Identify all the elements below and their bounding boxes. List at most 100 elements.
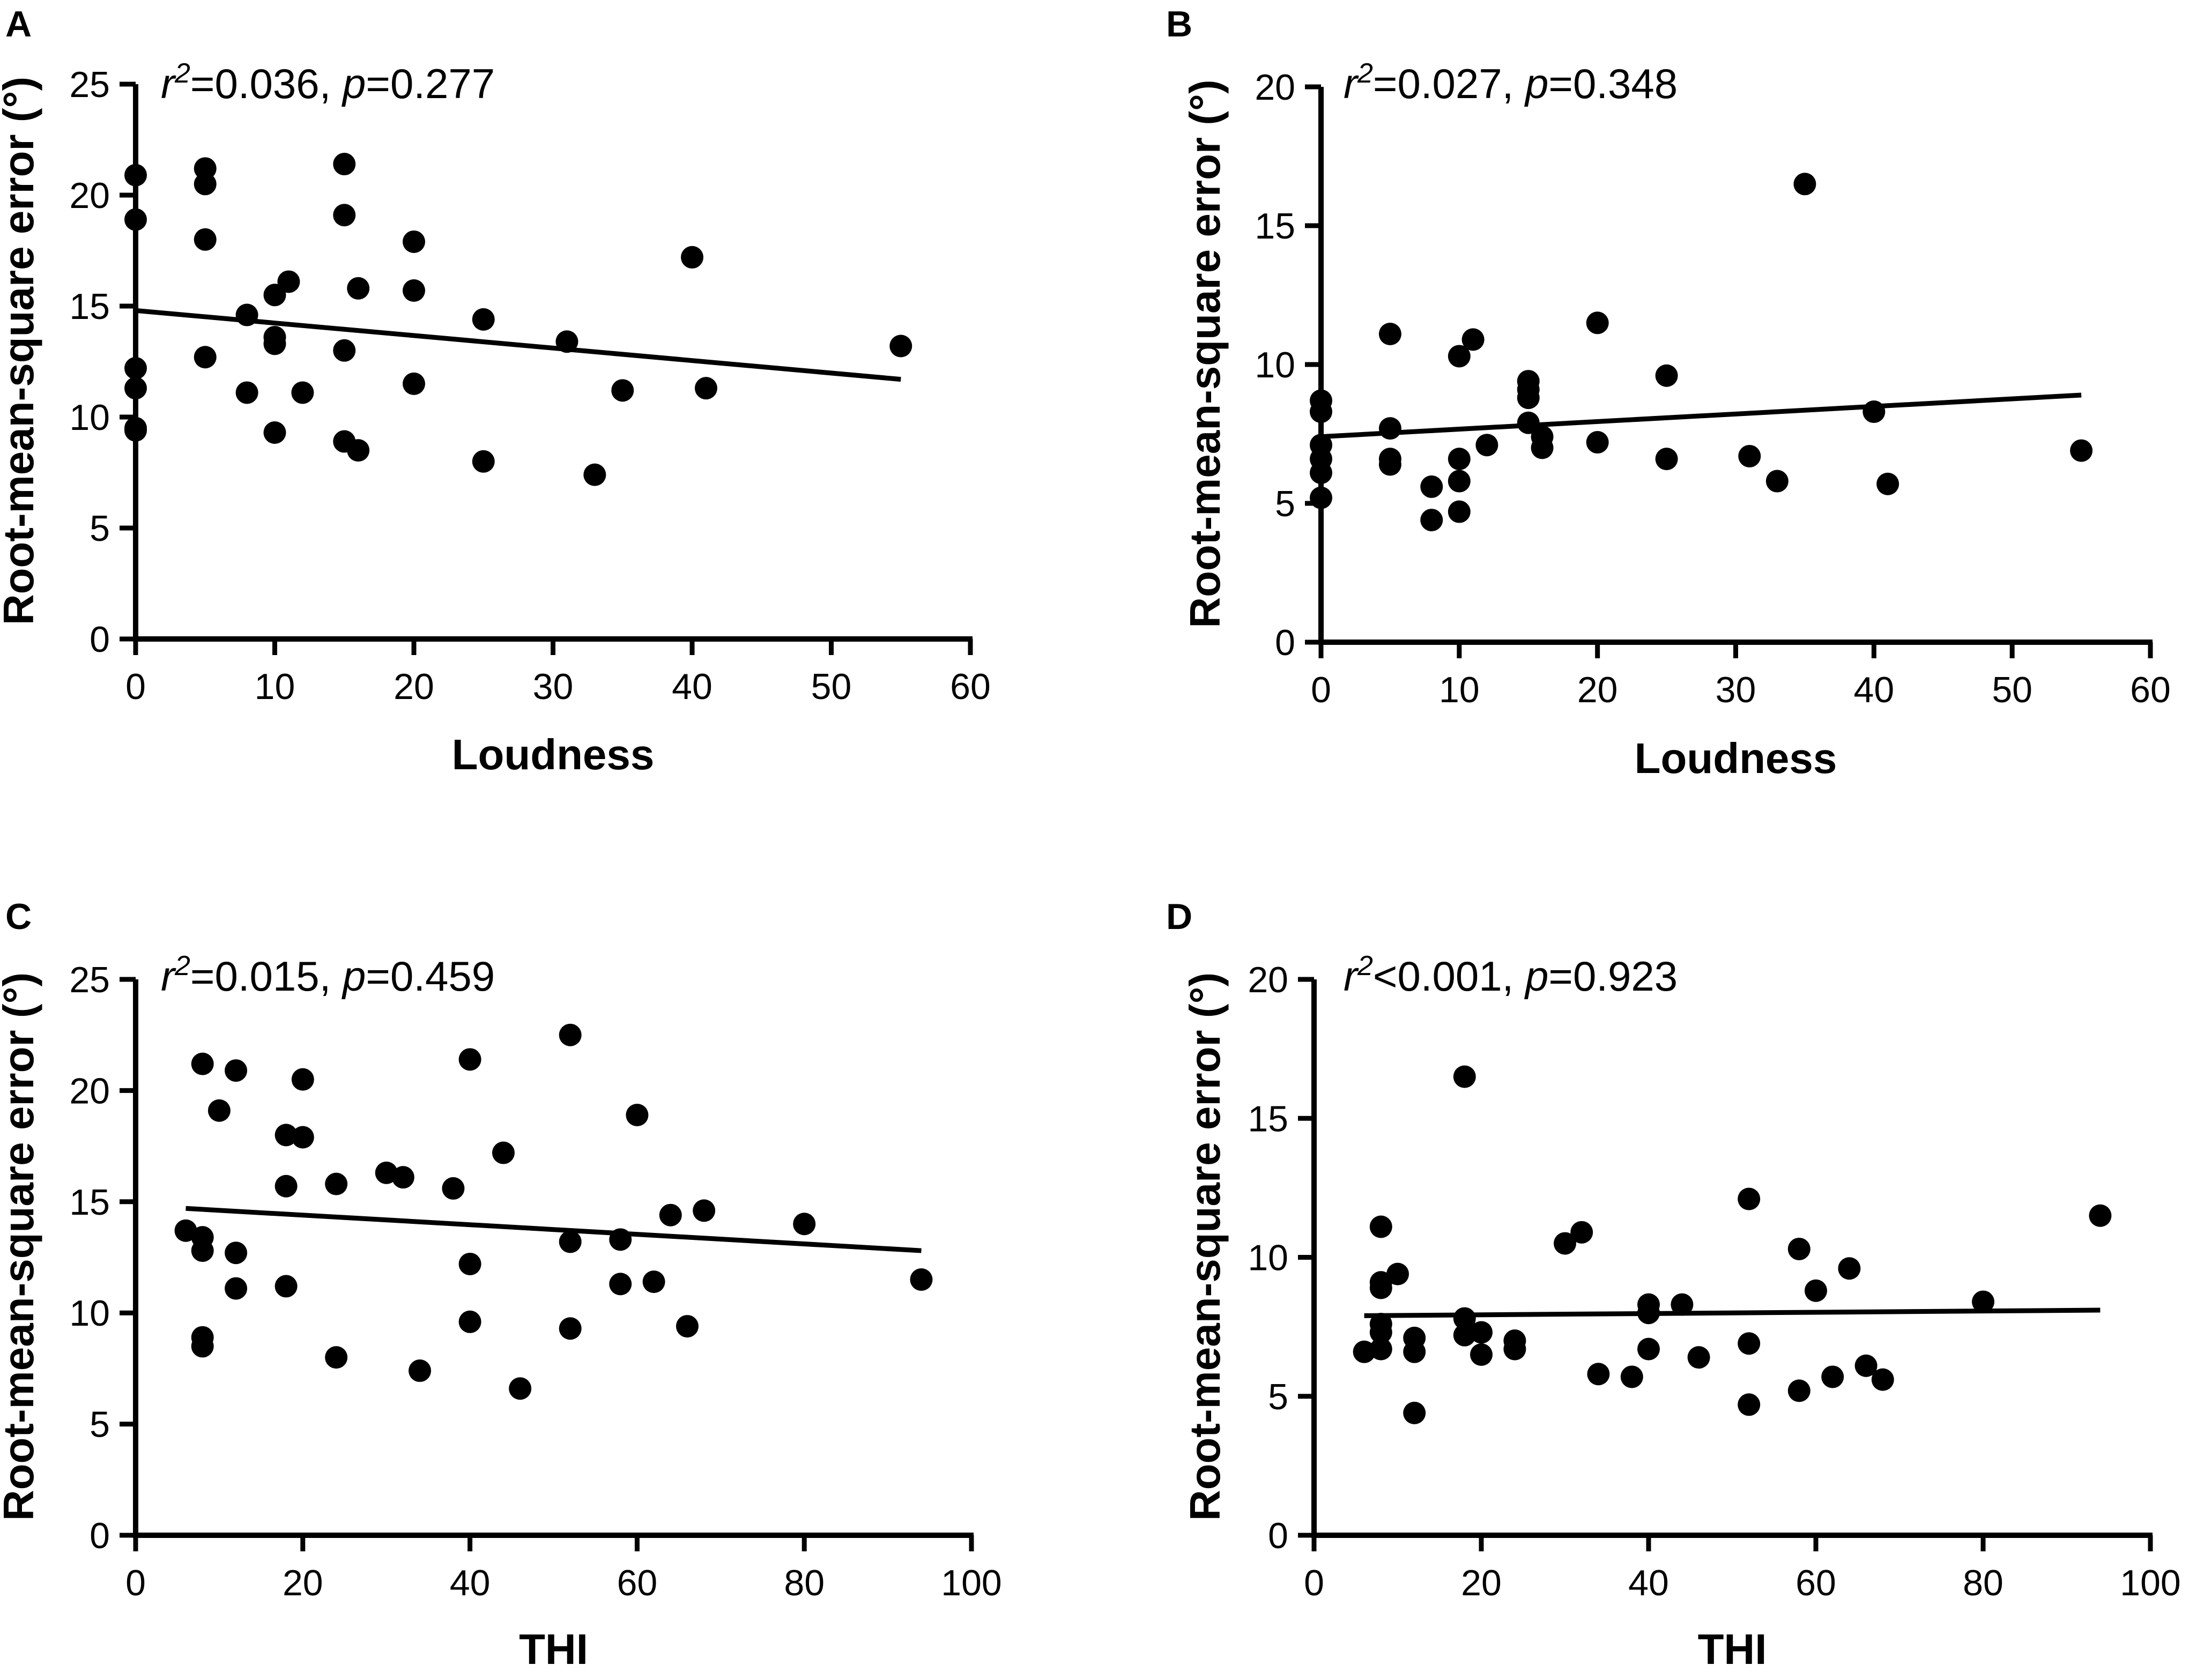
- x-axis-title: THI: [519, 1625, 588, 1673]
- x-tick-label: 50: [811, 666, 852, 707]
- x-tick-label: 30: [1716, 670, 1756, 710]
- panel-d: D 0 5 10 15 20 0 20 40 60 80 100 THI Root-mean-square…: [1166, 896, 2181, 1673]
- data-point: [325, 1346, 348, 1369]
- panel-a: A 0 5 10 15 20 25 0 10 20 30 40 50 60 Loudness Root-mea…: [0, 4, 991, 778]
- x-tick-label: 40: [450, 1563, 491, 1603]
- data-point: [409, 1359, 432, 1382]
- y-tick-label: 15: [69, 1182, 110, 1223]
- data-point: [1570, 1221, 1593, 1244]
- data-point: [391, 1166, 414, 1189]
- data-point: [1369, 1337, 1392, 1361]
- x-tick-label: 10: [255, 666, 295, 707]
- panel-letter-b: B: [1166, 4, 1192, 44]
- data-point: [333, 153, 356, 176]
- x-axis-title: THI: [1698, 1625, 1767, 1673]
- data-point: [583, 463, 606, 486]
- data-point: [207, 1099, 231, 1122]
- data-point: [235, 381, 258, 404]
- y-tick-label: 15: [69, 286, 110, 327]
- data-point: [910, 1268, 933, 1291]
- y-tick-label: 10: [69, 1293, 110, 1334]
- data-point: [124, 377, 147, 400]
- x-tick-label: 40: [1854, 670, 1895, 710]
- data-point: [1453, 1324, 1476, 1347]
- data-point: [609, 1228, 632, 1251]
- data-point: [194, 173, 217, 196]
- data-point: [235, 303, 258, 326]
- data-point: [509, 1377, 532, 1400]
- data-point: [559, 1317, 582, 1340]
- x-axis-title: Loudness: [452, 731, 655, 778]
- data-point: [225, 1242, 248, 1265]
- data-point: [1470, 1343, 1493, 1366]
- data-point: [1862, 400, 1886, 423]
- data-point: [225, 1277, 248, 1300]
- data-point: [333, 204, 356, 227]
- data-point: [291, 381, 314, 404]
- x-tick-label: 100: [2120, 1563, 2180, 1603]
- data-point: [1637, 1337, 1660, 1361]
- y-tick-label: 20: [69, 1071, 110, 1111]
- data-point: [1369, 1321, 1392, 1344]
- regression-line: [185, 1206, 922, 1253]
- data-point: [347, 439, 370, 462]
- x-tick-label: 0: [125, 666, 146, 707]
- data-point: [347, 277, 370, 300]
- data-point: [124, 356, 147, 380]
- data-point: [124, 419, 147, 442]
- stat-annotation: r2<0.001, p=0.923: [1344, 950, 1678, 1000]
- data-point: [291, 1068, 314, 1091]
- data-point: [194, 346, 217, 369]
- data-point: [274, 1174, 298, 1198]
- data-point: [1470, 1321, 1493, 1344]
- data-point: [1531, 436, 1554, 459]
- y-tick-label: 0: [1275, 622, 1295, 663]
- regression-line: [1320, 392, 2082, 440]
- y-tick-label: 5: [1268, 1377, 1288, 1417]
- y-tick-label: 15: [1255, 206, 1295, 247]
- data-point: [277, 270, 300, 293]
- x-tick-label: 20: [1577, 670, 1618, 710]
- data-point: [626, 1104, 649, 1127]
- x-tick-label: 0: [125, 1563, 146, 1603]
- data-point: [1386, 1262, 1409, 1285]
- data-point: [492, 1141, 515, 1164]
- data-point: [1448, 470, 1471, 493]
- data-point: [1738, 1393, 1761, 1416]
- data-point: [2089, 1204, 2112, 1227]
- y-tick-label: 5: [90, 508, 110, 549]
- data-point: [225, 1059, 248, 1082]
- data-point: [1586, 311, 1609, 334]
- y-tick-label: 0: [90, 619, 110, 660]
- x-tick-label: 10: [1439, 670, 1480, 710]
- data-point: [1671, 1293, 1694, 1316]
- x-tick-label: 20: [1461, 1563, 1502, 1603]
- data-point: [1687, 1346, 1710, 1369]
- data-point: [274, 1275, 298, 1298]
- y-axis-title: Root-mean-square error (°): [0, 77, 42, 625]
- panel-letter-c: C: [5, 896, 32, 937]
- data-point: [191, 1239, 214, 1262]
- y-axis-title: Root-mean-square error (°): [0, 972, 42, 1521]
- x-tick-label: 40: [672, 666, 713, 707]
- data-point: [333, 339, 356, 362]
- x-tick-label: 50: [1992, 670, 2032, 710]
- data-point: [1738, 1187, 1761, 1210]
- data-point: [1369, 1276, 1392, 1299]
- data-point: [191, 1052, 214, 1075]
- data-point: [403, 279, 425, 302]
- data-point: [1738, 444, 1761, 467]
- y-tick-label: 0: [90, 1515, 110, 1556]
- data-point: [191, 1335, 214, 1358]
- data-point: [1517, 386, 1540, 410]
- data-point: [1453, 1065, 1476, 1088]
- x-tick-label: 40: [1628, 1563, 1669, 1603]
- data-point: [472, 308, 495, 331]
- data-point: [1637, 1302, 1660, 1325]
- data-point: [1838, 1257, 1861, 1280]
- data-point: [194, 157, 217, 180]
- data-point: [1871, 1368, 1894, 1391]
- data-point: [1403, 1340, 1426, 1363]
- data-point: [1310, 400, 1332, 423]
- data-point: [1378, 417, 1401, 440]
